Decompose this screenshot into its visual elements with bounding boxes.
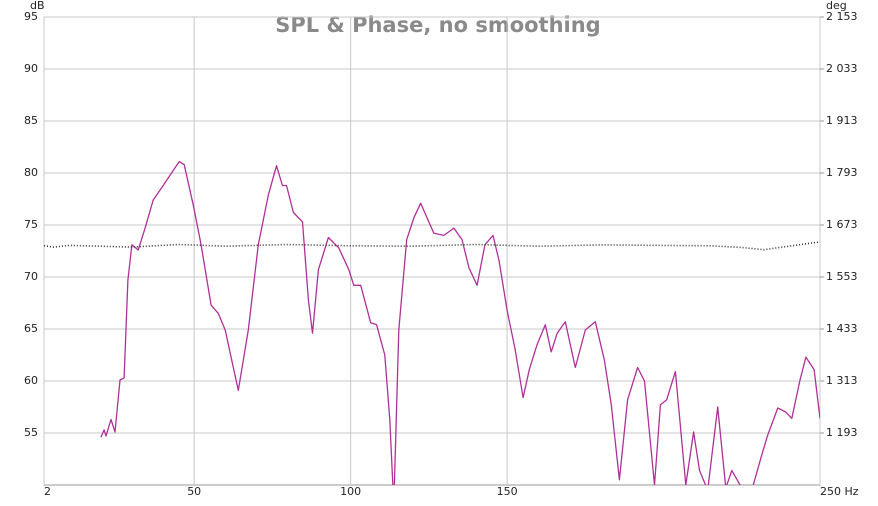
x-tick-label: 250 Hz [820,485,859,498]
x-tick-label: 2 [44,485,51,498]
x-tick-label: 50 [187,485,201,498]
x-tick-label: 100 [340,485,361,498]
grid-layer [43,16,821,485]
y-tick-label: 75 [24,218,38,231]
plot-frame [43,16,821,486]
y2-tick-label: 2 153 [826,10,858,23]
y-tick-label: 55 [24,426,38,439]
y-tick-label: 60 [24,374,38,387]
y2-tick-label: 1 193 [826,426,858,439]
y2-tick-label: 1 433 [826,322,858,335]
x-tick-label: 150 [497,485,518,498]
y-tick-label: 90 [24,62,38,75]
y-tick-label: 65 [24,322,38,335]
lines-layer [44,160,820,485]
series-line [44,241,820,251]
y-tick-label: 95 [24,10,38,23]
y2-axis-unit: deg [826,0,847,12]
y2-tick-label: 2 033 [826,62,858,75]
y-tick-label: 80 [24,166,38,179]
y2-tick-label: 1 793 [826,166,858,179]
y2-tick-label: 1 313 [826,374,858,387]
series-line [100,160,820,485]
y-tick-label: 85 [24,114,38,127]
y-axis-unit: dB [30,0,45,12]
y-tick-label: 70 [24,270,38,283]
y2-tick-label: 1 673 [826,218,858,231]
y2-tick-label: 1 553 [826,270,858,283]
y2-tick-label: 1 913 [826,114,858,127]
